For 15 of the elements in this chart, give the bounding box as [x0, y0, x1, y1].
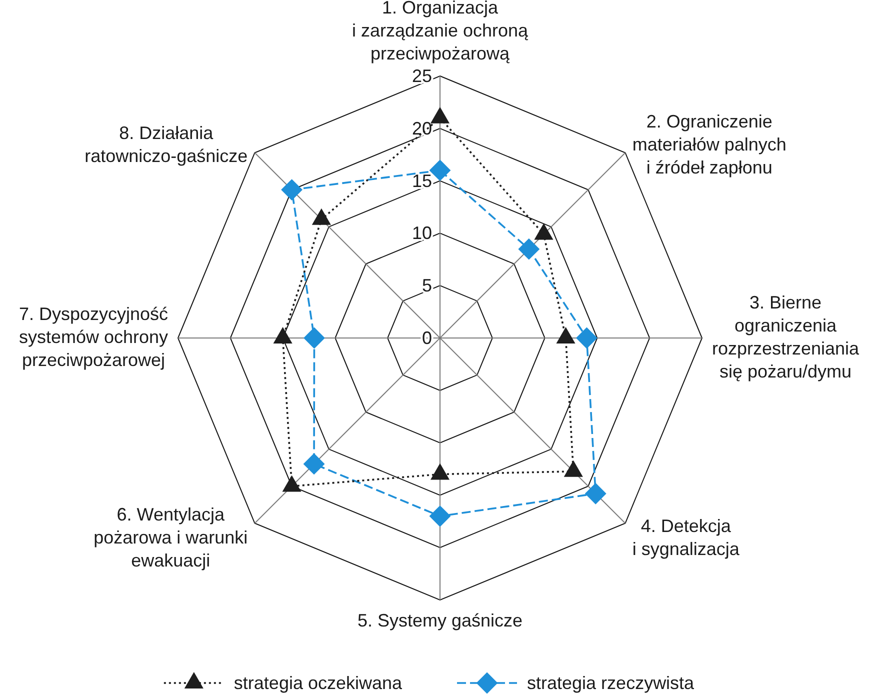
y-tick-label: 20: [412, 118, 432, 138]
spoke-label: 4. Detekcja i sygnalizacja: [632, 516, 740, 559]
spoke-label: 6. Wentylacja pożarowa i warunki ewakuacji: [94, 504, 248, 570]
y-tick-label: 5: [422, 276, 432, 296]
y-tick-label: 15: [412, 170, 432, 191]
spoke-label: 8. Działania ratowniczo-gaśnicze: [84, 123, 248, 166]
spoke-label: 2. Ograniczenie materiałów palnych i źródeł zapłonu: [632, 112, 786, 178]
y-tick-label: 10: [412, 223, 432, 244]
legend-label: strategia oczekiwana: [234, 672, 404, 693]
legend-label: strategia rzeczywista: [527, 672, 696, 693]
spoke-label: 1. Organizacja i zarządzanie ochroną przeciwpożarową: [352, 0, 530, 64]
y-tick-label: 25: [412, 66, 432, 86]
spoke-label: 3. Bierne ograniczenia rozprzestrzeniania się pożaru/dymu: [712, 292, 860, 382]
spoke-label: 5. Systemy gaśnicze: [357, 610, 523, 630]
spoke-label: 7. Dyspozycyjność systemów ochrony przeciwpożarowej: [18, 304, 168, 370]
